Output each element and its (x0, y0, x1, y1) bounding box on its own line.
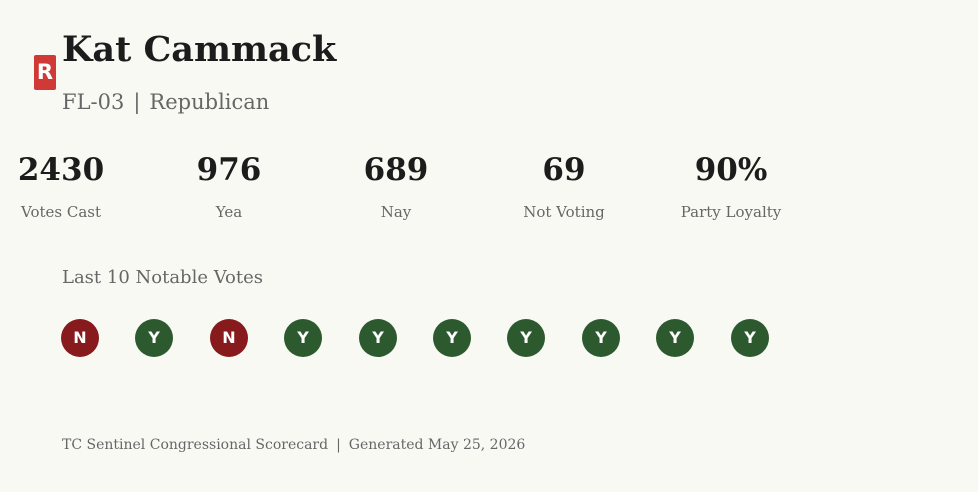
notable-votes-title: Last 10 Notable Votes (62, 267, 264, 288)
stat-yea: 976 Yea (149, 150, 309, 222)
stat-value: 69 (542, 152, 586, 188)
stat-value: 689 (363, 152, 429, 188)
party-badge: R (34, 55, 56, 90)
stat-party-loyalty: 90% Party Loyalty (651, 150, 811, 222)
footer-source: TC Sentinel Congressional Scorecard (62, 437, 329, 453)
stat-label: Yea (215, 203, 243, 221)
stat-label: Votes Cast (20, 203, 101, 221)
stat-label: Not Voting (523, 203, 605, 221)
vote-badge: N (210, 319, 248, 357)
subtitle-separator: | (133, 90, 141, 114)
stat-value: 90% (694, 152, 768, 188)
footer-generated: Generated May 25, 2026 (348, 437, 526, 453)
vote-badge: Y (656, 319, 694, 357)
stat-label: Party Loyalty (680, 203, 782, 221)
member-name: Kat Cammack (62, 29, 337, 70)
stat-label: Nay (380, 203, 412, 221)
vote-badge: Y (582, 319, 620, 357)
vote-badge: N (61, 319, 99, 357)
party-label: Republican (149, 90, 270, 114)
footer: TC Sentinel Congressional Scorecard | Gene… (62, 435, 525, 455)
vote-badge: Y (135, 319, 173, 357)
stat-not-voting: 69 Not Voting (484, 150, 644, 222)
stat-votes-cast: 2430 Votes Cast (0, 150, 141, 222)
district-label: FL-03 (62, 90, 125, 114)
vote-badge: Y (507, 319, 545, 357)
stat-nay: 689 Nay (316, 150, 476, 222)
stat-value: 976 (196, 152, 262, 188)
member-subtitle: FL-03 | Republican (62, 88, 269, 116)
vote-badge: Y (731, 319, 769, 357)
vote-badge: Y (284, 319, 322, 357)
footer-separator: | (336, 437, 341, 453)
vote-badge: Y (359, 319, 397, 357)
vote-badge: Y (433, 319, 471, 357)
stat-value: 2430 (17, 152, 105, 188)
